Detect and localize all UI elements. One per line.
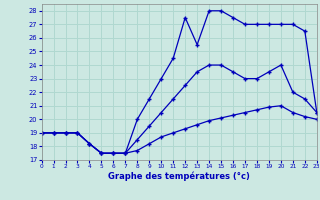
X-axis label: Graphe des températures (°c): Graphe des températures (°c): [108, 172, 250, 181]
